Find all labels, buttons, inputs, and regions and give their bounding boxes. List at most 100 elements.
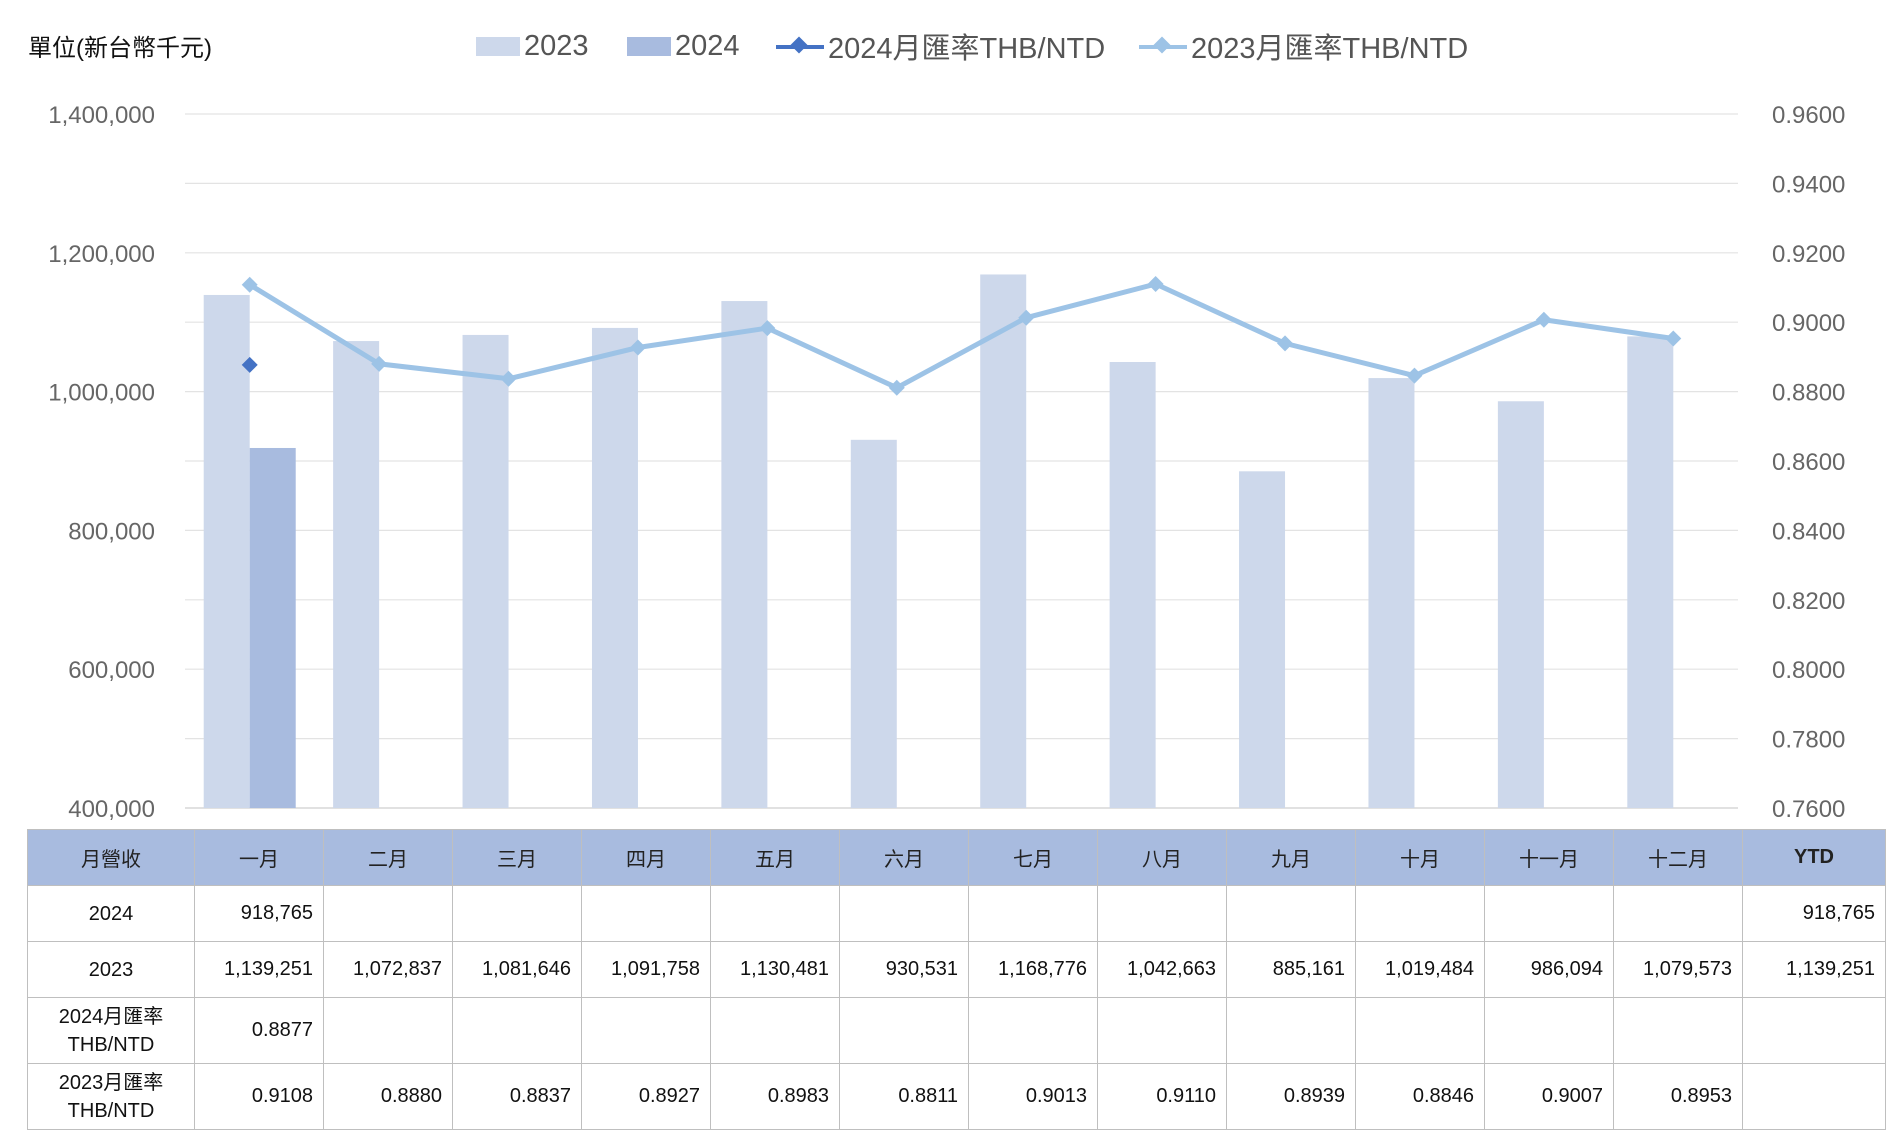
- point-2023月匯率THB/NTD: [241, 276, 258, 293]
- y-right-tick-label: 0.8600: [1772, 449, 1845, 476]
- table-header-cell: 二月: [323, 829, 453, 886]
- bar-2023: [333, 341, 380, 808]
- table-cell: [1484, 997, 1614, 1064]
- table-cell: 986,094: [1484, 941, 1614, 998]
- table-header-cell: 九月: [1226, 829, 1356, 886]
- table-cell: [581, 885, 711, 942]
- table-cell: 0.8837: [452, 1063, 582, 1130]
- point-2023月匯率THB/NTD: [1277, 335, 1294, 352]
- y-left-tick-label: 400,000: [68, 796, 155, 823]
- table-row-label: 2024月匯率 THB/NTD: [27, 997, 195, 1064]
- chart: 400,000 600,000 800,000 1,000,000 1,200,000 1…: [48, 102, 1845, 823]
- table-cell: [968, 885, 1098, 942]
- table-header-cell: 十月: [1355, 829, 1485, 886]
- table-cell: 0.8877: [194, 997, 324, 1064]
- point-2023月匯率THB/NTD: [1018, 309, 1035, 326]
- table-cell: [1097, 885, 1227, 942]
- legend-label-2024: 2024: [675, 29, 740, 62]
- y-right-tick-label: 0.7800: [1772, 727, 1845, 754]
- point-2023月匯率THB/NTD: [1665, 330, 1682, 347]
- y-left-tick-label: 1,200,000: [48, 241, 155, 268]
- table-row-label: 2023月匯率 THB/NTD: [27, 1063, 195, 1130]
- y-left-tick-label: 800,000: [68, 518, 155, 545]
- table-cell: [1355, 997, 1485, 1064]
- y-right-tick-label: 0.8200: [1772, 588, 1845, 615]
- y-left-tick-label: 1,000,000: [48, 380, 155, 407]
- table-header-cell: 十一月: [1484, 829, 1614, 886]
- point-2023月匯率THB/NTD: [1535, 311, 1552, 328]
- legend-label-2023-rate: 2023月匯率THB/NTD: [1191, 33, 1469, 65]
- point-2023月匯率THB/NTD: [371, 355, 388, 372]
- legend-item-2024-rate: 2024月匯率THB/NTD: [776, 26, 1105, 66]
- legend-label-2023: 2023: [524, 29, 589, 62]
- table-row-2023: 2023 1,139,251 1,072,837 1,081,646 1,091…: [27, 941, 1886, 998]
- row-label-line1: 2023月匯率: [58, 1071, 164, 1094]
- table-cell: 0.8939: [1226, 1063, 1356, 1130]
- table-cell: 1,079,573: [1613, 941, 1743, 998]
- legend-label-2024-rate: 2024月匯率THB/NTD: [828, 33, 1106, 65]
- y-right-tick-label: 0.9200: [1772, 241, 1845, 268]
- point-2023月匯率THB/NTD: [759, 320, 776, 337]
- table-cell: 1,081,646: [452, 941, 582, 998]
- bar-2023: [1109, 361, 1156, 808]
- table-cell: [323, 997, 453, 1064]
- y-right-tick-label: 0.9600: [1772, 102, 1845, 129]
- table-cell: [452, 997, 582, 1064]
- legend-item-2024: 2024: [627, 26, 740, 66]
- point-2023月匯率THB/NTD: [629, 339, 646, 356]
- table-cell: [452, 885, 582, 942]
- table-row-2023-rate: 2023月匯率 THB/NTD 0.9108 0.8880 0.8837 0.89…: [27, 1063, 1886, 1130]
- table-cell: [710, 997, 840, 1064]
- table-cell: [1226, 885, 1356, 942]
- table-cell: 0.8811: [839, 1063, 969, 1130]
- bar-2023: [1497, 401, 1544, 808]
- legend-marker-2024-rate: [776, 36, 824, 56]
- y-right-tick-label: 0.8000: [1772, 657, 1845, 684]
- table-cell: [1097, 997, 1227, 1064]
- table-header-cell: 月營收: [27, 829, 195, 886]
- table-header-cell: 五月: [710, 829, 840, 886]
- y-right-tick-label: 0.8800: [1772, 380, 1845, 407]
- point-2023月匯率THB/NTD: [888, 379, 905, 396]
- point-2024月匯率THB/NTD: [241, 356, 258, 373]
- bar-2023: [1368, 378, 1415, 808]
- table-cell: [1613, 885, 1743, 942]
- table-row-label: 2023: [27, 941, 195, 998]
- table-header-cell-ytd: YTD: [1742, 829, 1886, 886]
- table-cell: 918,765: [194, 885, 324, 942]
- table-header-cell: 十二月: [1613, 829, 1743, 886]
- y-right-tick-label: 0.7600: [1772, 796, 1845, 823]
- table-cell: [1355, 885, 1485, 942]
- table-cell-ytd: [1742, 1063, 1886, 1130]
- row-label-line2: THB/NTD: [67, 1033, 155, 1056]
- table-cell: 1,168,776: [968, 941, 1098, 998]
- legend-swatch-2023: [476, 36, 520, 56]
- line-2023月匯率THB/NTD: [248, 281, 1674, 391]
- legend-item-2023: 2023: [476, 26, 589, 66]
- bar-2023: [980, 274, 1027, 808]
- table-cell: 0.8846: [1355, 1063, 1485, 1130]
- table-cell: 1,019,484: [1355, 941, 1485, 998]
- legend-item-2023-rate: 2023月匯率THB/NTD: [1139, 26, 1468, 66]
- table-row-2024-rate: 2024月匯率 THB/NTD 0.8877: [27, 997, 1886, 1064]
- legend-swatch-2024: [627, 36, 671, 56]
- table-cell: [1484, 885, 1614, 942]
- table-cell: [710, 885, 840, 942]
- y-right-tick-label: 0.9400: [1772, 171, 1845, 198]
- table-cell: 1,130,481: [710, 941, 840, 998]
- table-header-cell: 六月: [839, 829, 969, 886]
- table-cell: 0.9013: [968, 1063, 1098, 1130]
- table-cell: 0.9007: [1484, 1063, 1614, 1130]
- unit-label: 單位(新台幣千元): [28, 35, 212, 62]
- bar-2023: [721, 301, 768, 808]
- table-cell-ytd: [1742, 997, 1886, 1064]
- table-cell: [839, 885, 969, 942]
- point-2023月匯率THB/NTD: [500, 370, 517, 387]
- table-header-cell: 一月: [194, 829, 324, 886]
- data-table: 月營收 一月 二月 三月 四月 五月 六月 七月 八月 九月 十月 十一月 十二…: [27, 829, 1886, 1130]
- point-2023月匯率THB/NTD: [1147, 276, 1164, 293]
- table-cell: 0.8927: [581, 1063, 711, 1130]
- table-cell: 1,091,758: [581, 941, 711, 998]
- table-cell: [1613, 997, 1743, 1064]
- table-cell-ytd: 1,139,251: [1742, 941, 1886, 998]
